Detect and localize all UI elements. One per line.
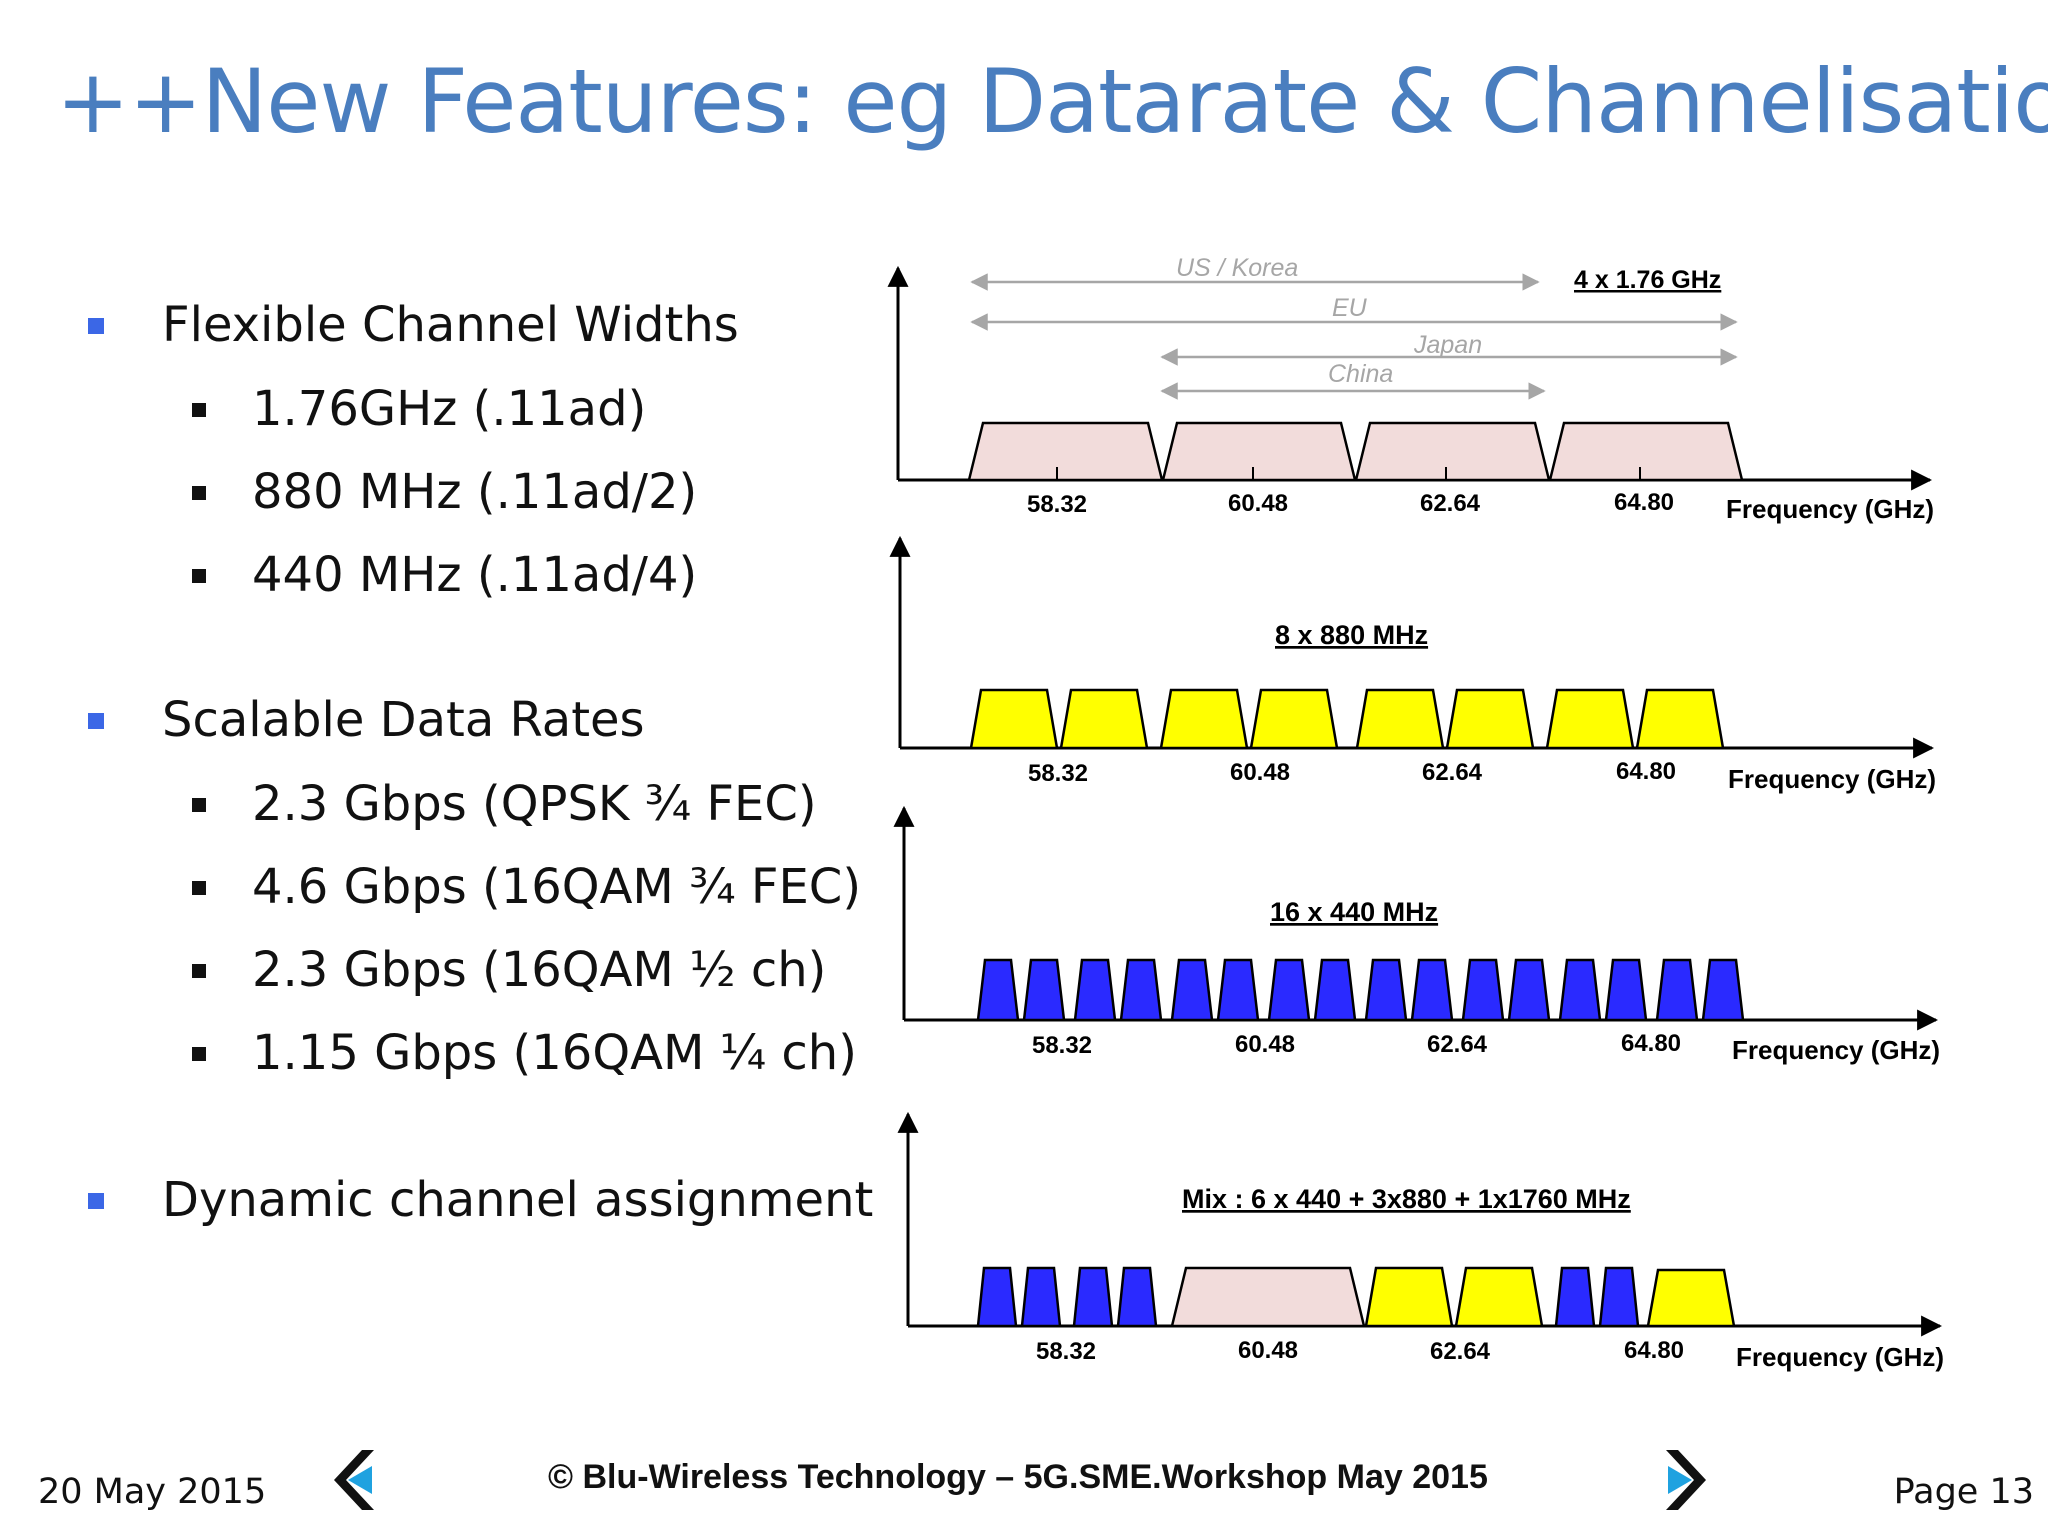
channel-1760 xyxy=(1170,1266,1366,1328)
tick-label: 58.32 xyxy=(1028,760,1088,787)
axis-label: Frequency (GHz) xyxy=(1728,764,1936,794)
sub-bullet-marker xyxy=(192,569,206,583)
channel-440 xyxy=(976,1266,1018,1328)
sub-bullet: 440 MHz (.11ad/4) xyxy=(252,547,698,603)
channel-1760 xyxy=(1354,421,1551,482)
footer-date: 20 May 2015 xyxy=(38,1472,267,1512)
panel-caption: 16 x 440 MHz xyxy=(1270,897,1438,927)
panel-mixed: Mix : 6 x 440 + 3x880 + 1x1760 MHz 58.32… xyxy=(897,1111,1944,1372)
region-label-china: China xyxy=(1328,360,1393,388)
panel-caption: 4 x 1.76 GHz xyxy=(1574,266,1721,294)
tick-label: 62.64 xyxy=(1422,759,1483,786)
tick-label: 64.80 xyxy=(1616,758,1676,785)
channel-880 xyxy=(1059,688,1149,750)
sub-bullet: 2.3 Gbps (QPSK ¾ FEC) xyxy=(252,776,817,832)
bullet-marker xyxy=(88,713,104,729)
sub-bullet: 880 MHz (.11ad/2) xyxy=(252,464,698,520)
channel-880 xyxy=(1454,1266,1544,1328)
channel-440 xyxy=(1604,958,1648,1022)
channel-440 xyxy=(1507,958,1551,1022)
channel-880 xyxy=(1646,1268,1736,1328)
tick-label: 60.48 xyxy=(1235,1031,1295,1058)
region-label-japan: Japan xyxy=(1413,331,1482,359)
channel-880 xyxy=(1445,688,1535,750)
bullet-flexible-channel-widths: Flexible Channel Widths xyxy=(162,297,739,353)
tick-label: 60.48 xyxy=(1238,1337,1298,1364)
channel-440 xyxy=(1410,958,1454,1022)
sub-bullet: 1.15 Gbps (16QAM ¼ ch) xyxy=(252,1025,857,1081)
channel-440 xyxy=(1072,1266,1114,1328)
region-label-eu: EU xyxy=(1332,294,1368,322)
slide-title: ++New Features: eg Datarate & Channelisa… xyxy=(56,50,2048,153)
tick-label: 64.80 xyxy=(1614,489,1674,516)
channel-440 xyxy=(1598,1266,1640,1328)
channel-440 xyxy=(1022,958,1066,1022)
tick-label: 58.32 xyxy=(1036,1338,1096,1365)
tick-label: 58.32 xyxy=(1032,1032,1092,1059)
channel-440 xyxy=(1461,958,1505,1022)
chevron-right-icon[interactable] xyxy=(1666,1450,1706,1510)
tick-label: 58.32 xyxy=(1027,491,1087,518)
channel-440 xyxy=(1655,958,1699,1022)
channel-440 xyxy=(1170,958,1214,1022)
axis-label: Frequency (GHz) xyxy=(1732,1035,1940,1065)
sub-bullet-marker xyxy=(192,486,206,500)
channel-440 xyxy=(1558,958,1602,1022)
sub-bullet: 2.3 Gbps (16QAM ½ ch) xyxy=(252,942,827,998)
bullet-scalable-data-rates: Scalable Data Rates xyxy=(162,692,645,748)
channel-440 xyxy=(1020,1266,1062,1328)
page-number: Page 13 xyxy=(1893,1472,2034,1512)
tick-label: 62.64 xyxy=(1427,1031,1488,1058)
panel-caption: 8 x 880 MHz xyxy=(1275,620,1428,650)
sub-bullet-marker xyxy=(192,881,206,895)
channel-880 xyxy=(1249,688,1339,750)
tick-label: 60.48 xyxy=(1230,759,1290,786)
sub-bullet-marker xyxy=(192,403,206,417)
channel-440 xyxy=(1119,958,1163,1022)
sub-bullet-marker xyxy=(192,1047,206,1061)
panel-880mhz: 8 x 880 MHz 58.32 60.48 62.64 64.80 Freq… xyxy=(889,535,1936,794)
axis-label: Frequency (GHz) xyxy=(1726,494,1934,524)
tick-label: 64.80 xyxy=(1621,1030,1681,1057)
chevron-left-icon[interactable] xyxy=(334,1450,374,1510)
channel-880 xyxy=(969,688,1059,750)
channel-880 xyxy=(1545,688,1635,750)
sub-bullet-marker xyxy=(192,798,206,812)
channel-1760 xyxy=(1548,421,1744,482)
channel-440 xyxy=(1554,1266,1596,1328)
sub-bullet: 4.6 Gbps (16QAM ¾ FEC) xyxy=(252,859,862,915)
bullet-marker xyxy=(88,1193,104,1209)
channel-880 xyxy=(1364,1266,1454,1328)
channel-1760 xyxy=(1161,421,1357,482)
tick-label: 62.64 xyxy=(1420,490,1481,517)
channel-group-440 xyxy=(976,958,1745,1022)
sub-bullet: 1.76GHz (.11ad) xyxy=(252,381,647,437)
channel-880 xyxy=(1355,688,1445,750)
bullet-marker xyxy=(88,318,104,334)
channel-440 xyxy=(1073,958,1117,1022)
channel-440 xyxy=(1267,958,1311,1022)
panel-caption: Mix : 6 x 440 + 3x880 + 1x1760 MHz xyxy=(1182,1184,1631,1214)
bullet-dynamic-channel-assignment: Dynamic channel assignment xyxy=(162,1172,874,1228)
channel-1760 xyxy=(967,421,1164,482)
panel-1760mhz: US / Korea EU Japan China 4 x 1.76 GHz 5… xyxy=(887,254,1934,524)
channel-440 xyxy=(1364,958,1408,1022)
channel-440 xyxy=(1313,958,1357,1022)
tick-label: 64.80 xyxy=(1624,1337,1684,1364)
region-label-us-korea: US / Korea xyxy=(1176,254,1298,282)
channel-440 xyxy=(1701,958,1745,1022)
channel-440 xyxy=(1216,958,1260,1022)
channel-440 xyxy=(1116,1266,1158,1328)
channel-880 xyxy=(1635,688,1725,750)
sub-bullet-marker xyxy=(192,964,206,978)
axis-label: Frequency (GHz) xyxy=(1736,1342,1944,1372)
channel-440 xyxy=(976,958,1020,1022)
panel-440mhz: 16 x 440 MHz 58.32 60.48 62.64 64.80 Fre… xyxy=(893,805,1940,1065)
footer-copyright: © Blu-Wireless Technology – 5G.SME.Works… xyxy=(548,1458,1488,1496)
tick-label: 60.48 xyxy=(1228,490,1288,517)
channel-880 xyxy=(1159,688,1249,750)
tick-label: 62.64 xyxy=(1430,1338,1491,1365)
